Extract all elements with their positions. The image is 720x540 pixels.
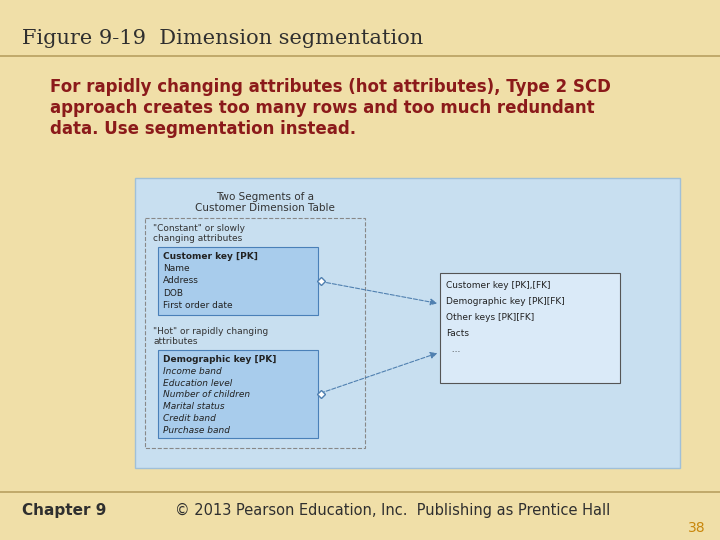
Text: For rapidly changing attributes (hot attributes), Type 2 SCD: For rapidly changing attributes (hot att…: [50, 78, 611, 96]
Text: Other keys [PK][FK]: Other keys [PK][FK]: [446, 313, 534, 322]
Text: DOB: DOB: [163, 288, 183, 298]
Bar: [145, 218, 365, 448]
Text: ...: ...: [446, 345, 460, 354]
Text: Purchase band: Purchase band: [163, 426, 230, 435]
Text: Address: Address: [163, 276, 199, 286]
Text: Customer key [PK],[FK]: Customer key [PK],[FK]: [446, 281, 551, 290]
Text: © 2013 Pearson Education, Inc.  Publishing as Prentice Hall: © 2013 Pearson Education, Inc. Publishin…: [175, 503, 611, 517]
Text: Credit band: Credit band: [163, 414, 216, 423]
Text: First order date: First order date: [163, 301, 233, 310]
Bar: [135, 178, 680, 468]
Text: Customer key [PK]: Customer key [PK]: [163, 252, 258, 261]
Bar: [158, 247, 318, 315]
Text: data. Use segmentation instead.: data. Use segmentation instead.: [50, 120, 356, 138]
Text: Demographic key [PK]: Demographic key [PK]: [163, 355, 276, 364]
Text: attributes: attributes: [153, 337, 197, 346]
Bar: [440, 273, 620, 383]
Text: Facts: Facts: [446, 329, 469, 338]
Text: Chapter 9: Chapter 9: [22, 503, 107, 517]
Text: Education level: Education level: [163, 379, 233, 388]
Text: Number of children: Number of children: [163, 390, 250, 400]
Text: Income band: Income band: [163, 367, 222, 376]
Text: Figure 9-19  Dimension segmentation: Figure 9-19 Dimension segmentation: [22, 29, 423, 48]
Text: approach creates too many rows and too much redundant: approach creates too many rows and too m…: [50, 99, 595, 117]
Text: "Constant" or slowly: "Constant" or slowly: [153, 224, 245, 233]
Text: Name: Name: [163, 264, 189, 273]
Text: changing attributes: changing attributes: [153, 234, 242, 243]
Text: 38: 38: [688, 521, 706, 535]
Text: Two Segments of a: Two Segments of a: [216, 192, 314, 202]
Text: Customer Dimension Table: Customer Dimension Table: [195, 203, 335, 213]
Bar: [158, 350, 318, 438]
Text: "Hot" or rapidly changing: "Hot" or rapidly changing: [153, 327, 269, 336]
Text: Marital status: Marital status: [163, 402, 225, 411]
Text: Demographic key [PK][FK]: Demographic key [PK][FK]: [446, 297, 564, 306]
